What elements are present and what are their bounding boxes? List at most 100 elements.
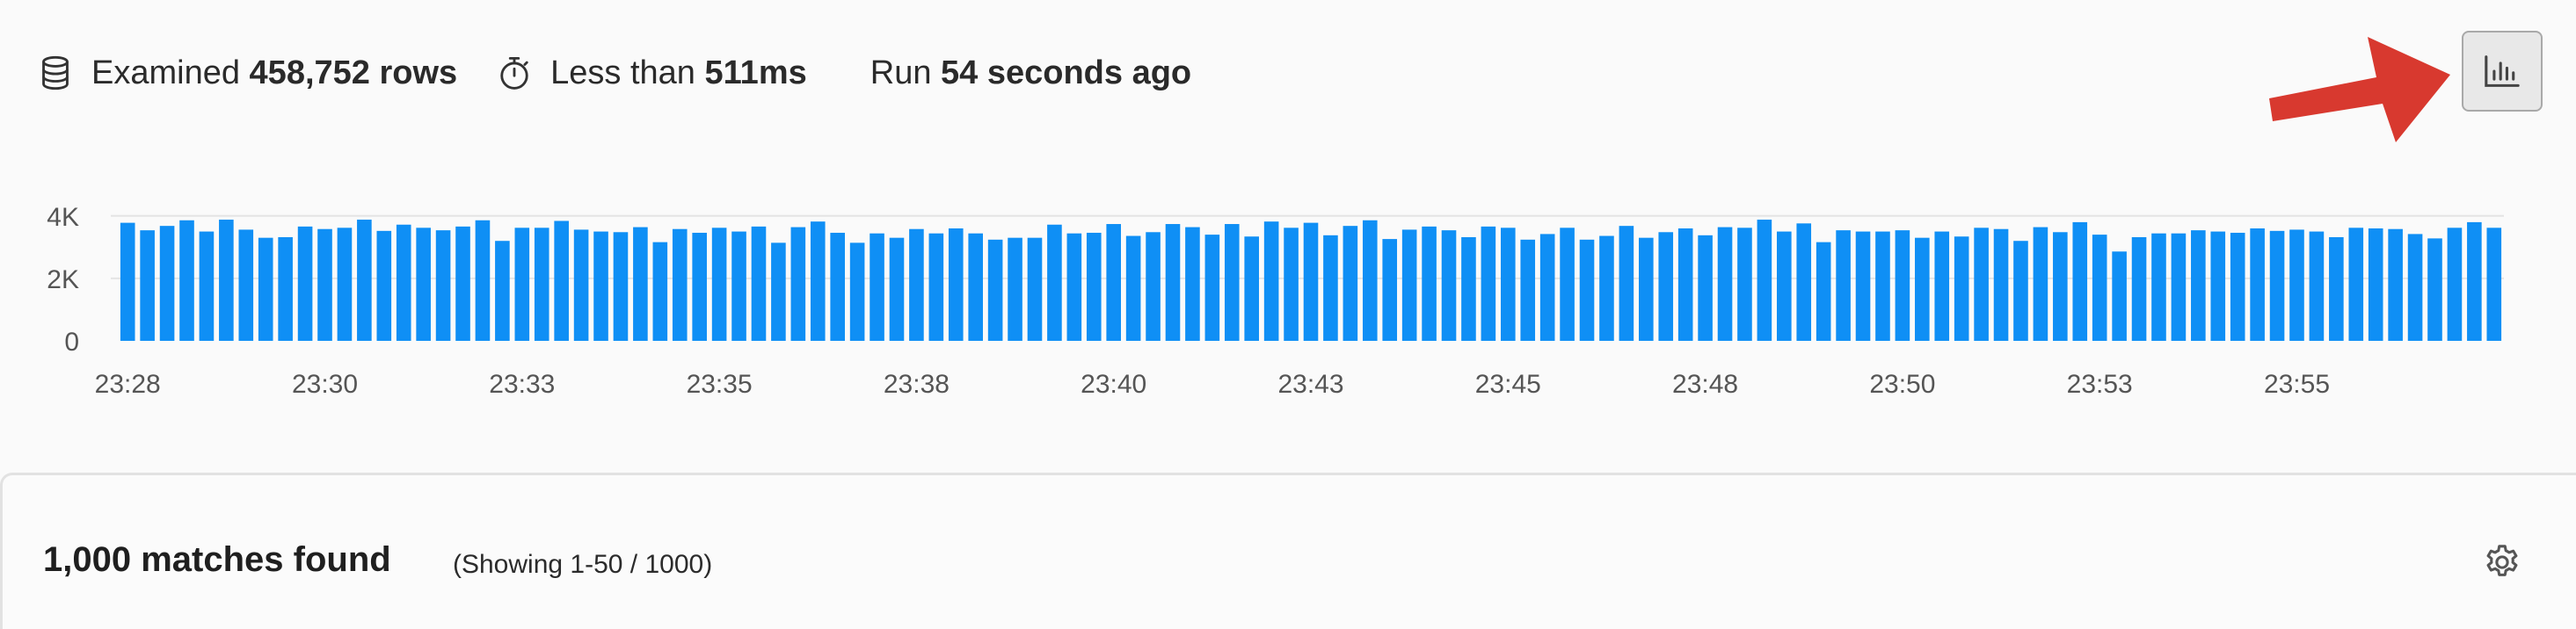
histogram-bar[interactable] [2230, 232, 2245, 341]
histogram-bar[interactable] [1777, 231, 1792, 341]
histogram-bar[interactable] [2407, 234, 2423, 341]
histogram-bar[interactable] [909, 228, 924, 341]
histogram-bar[interactable] [1204, 235, 1220, 341]
histogram-bar[interactable] [1422, 226, 1437, 341]
histogram-bar[interactable] [1619, 226, 1634, 341]
histogram-bar[interactable] [1639, 237, 1654, 341]
histogram-bar[interactable] [1106, 224, 1121, 341]
histogram-bar[interactable] [2329, 236, 2344, 341]
gear-icon[interactable] [2482, 542, 2522, 582]
histogram-bar[interactable] [1677, 228, 1693, 341]
histogram-bar[interactable] [810, 221, 826, 341]
histogram-bar[interactable] [987, 239, 1003, 341]
histogram-bar[interactable] [1915, 237, 1930, 341]
histogram-bar[interactable] [199, 231, 215, 341]
histogram-bar[interactable] [948, 228, 964, 341]
histogram-bar[interactable] [633, 227, 648, 341]
histogram-bar[interactable] [1224, 224, 1240, 341]
histogram-bar[interactable] [455, 226, 470, 341]
histogram-bar[interactable] [2131, 236, 2147, 341]
histogram-bar[interactable] [870, 233, 884, 341]
histogram-bar[interactable] [790, 227, 806, 341]
histogram-bar[interactable] [278, 236, 293, 341]
histogram-bar[interactable] [2289, 229, 2304, 341]
histogram-bar[interactable] [435, 230, 451, 341]
histogram-bar[interactable] [652, 242, 668, 341]
histogram-bar[interactable] [1185, 227, 1200, 341]
histogram-bar[interactable] [889, 237, 905, 341]
histogram-bar[interactable] [1560, 228, 1575, 341]
histogram-bar[interactable] [1875, 231, 1890, 341]
histogram-bar[interactable] [1520, 239, 1536, 341]
histogram-bar[interactable] [1441, 230, 1457, 341]
histogram-bar[interactable] [1401, 229, 1417, 341]
histogram-bar[interactable] [2092, 235, 2107, 341]
histogram-bar[interactable] [1855, 231, 1871, 341]
histogram-bar[interactable] [2348, 228, 2364, 341]
histogram-bar[interactable] [928, 233, 944, 341]
histogram-bar[interactable] [573, 229, 589, 341]
histogram-bar[interactable] [514, 228, 530, 341]
histogram-bar[interactable] [120, 222, 135, 341]
histogram-bar[interactable] [1737, 228, 1752, 341]
histogram-bar[interactable] [711, 228, 727, 341]
histogram-bar[interactable] [2368, 228, 2383, 341]
histogram-bar[interactable] [2191, 230, 2206, 341]
histogram-bar[interactable] [2388, 228, 2403, 341]
histogram-bar[interactable] [1066, 233, 1082, 341]
histogram-bar[interactable] [613, 232, 629, 341]
histogram-bar[interactable] [2427, 238, 2442, 341]
histogram-bar[interactable] [1343, 226, 1358, 341]
histogram-bar[interactable] [1658, 232, 1674, 341]
histogram-bar[interactable] [1165, 224, 1181, 341]
histogram-bar[interactable] [1717, 227, 1733, 341]
histogram-bar[interactable] [1579, 239, 1595, 341]
histogram-bar[interactable] [1816, 242, 1831, 341]
histogram-bar[interactable] [258, 237, 273, 341]
histogram-bar[interactable] [1362, 220, 1378, 341]
histogram-bar[interactable] [297, 226, 313, 341]
histogram-bar[interactable] [692, 232, 707, 341]
histogram-bar[interactable] [219, 220, 234, 341]
histogram-bar[interactable] [1539, 234, 1555, 341]
histogram-bar[interactable] [672, 228, 688, 341]
histogram-bar[interactable] [2053, 232, 2068, 341]
histogram-bar[interactable] [830, 232, 845, 341]
histogram-bar[interactable] [1461, 236, 1476, 341]
histogram-bar[interactable] [593, 231, 608, 341]
histogram-bar[interactable] [1323, 235, 1338, 341]
histogram-bar[interactable] [2013, 241, 2028, 341]
histogram-bar[interactable] [238, 229, 254, 341]
histogram-bar[interactable] [1954, 236, 1969, 341]
histogram-bar[interactable] [1501, 228, 1516, 341]
histogram-bar[interactable] [317, 228, 332, 341]
histogram-bar[interactable] [2309, 231, 2325, 341]
histogram-bar[interactable] [1146, 232, 1161, 341]
histogram-bar[interactable] [2447, 228, 2463, 341]
histogram-bar[interactable] [337, 228, 353, 341]
histogram-bar[interactable] [1934, 231, 1950, 341]
histogram-bar[interactable] [534, 228, 549, 341]
histogram-bar[interactable] [416, 228, 431, 341]
histogram-bar[interactable] [1303, 222, 1319, 341]
histogram-bar[interactable] [1993, 228, 2009, 341]
histogram-bar[interactable] [1757, 220, 1772, 341]
histogram-bar[interactable] [1284, 228, 1299, 341]
histogram-bar[interactable] [1027, 237, 1043, 341]
histogram-bar[interactable] [849, 242, 865, 341]
histogram-bar[interactable] [1895, 230, 1910, 341]
histogram-bar[interactable] [554, 221, 569, 341]
histogram-bar[interactable] [1263, 221, 1279, 341]
histogram-bar[interactable] [2072, 221, 2088, 341]
histogram-bar[interactable] [1244, 236, 1260, 341]
histogram-bar[interactable] [2269, 230, 2285, 341]
histogram-bar[interactable] [1836, 230, 1851, 341]
histogram-bar[interactable] [179, 220, 194, 341]
histogram-bar[interactable] [396, 224, 411, 341]
histogram-bar[interactable] [1599, 235, 1614, 341]
histogram-bar[interactable] [475, 220, 491, 341]
histogram-bar[interactable] [1047, 224, 1062, 341]
histogram-bar[interactable] [968, 233, 983, 341]
histogram-bar[interactable] [2210, 231, 2226, 341]
histogram-bar[interactable] [376, 230, 392, 341]
